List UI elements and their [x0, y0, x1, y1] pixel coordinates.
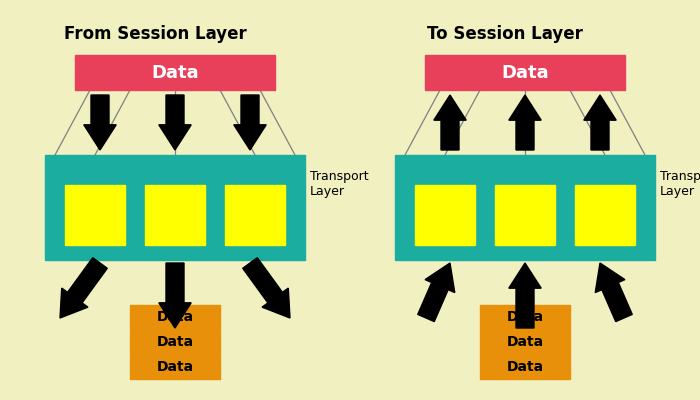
Text: Data: Data — [506, 310, 544, 324]
Polygon shape — [159, 95, 191, 150]
Text: Data: Data — [156, 310, 194, 324]
Text: Data: Data — [501, 64, 549, 82]
Text: Data: Data — [156, 335, 194, 349]
Bar — [145, 185, 205, 245]
Bar — [575, 185, 635, 245]
Polygon shape — [509, 95, 541, 150]
Bar — [65, 185, 125, 245]
Bar — [130, 355, 220, 379]
Text: Transport
Layer: Transport Layer — [310, 170, 369, 198]
Text: Transport
Layer: Transport Layer — [660, 170, 700, 198]
Polygon shape — [159, 263, 191, 328]
Bar — [425, 55, 625, 90]
Bar — [480, 305, 570, 329]
Bar — [480, 355, 570, 379]
Text: From Session Layer: From Session Layer — [64, 25, 246, 43]
Polygon shape — [60, 258, 107, 318]
Bar — [495, 185, 555, 245]
Polygon shape — [234, 95, 266, 150]
Bar — [480, 330, 570, 354]
Polygon shape — [434, 95, 466, 150]
Bar — [45, 155, 305, 260]
Bar — [130, 330, 220, 354]
Text: Data: Data — [156, 360, 194, 374]
Bar — [395, 155, 655, 260]
Bar — [415, 185, 475, 245]
Bar — [130, 305, 220, 329]
Polygon shape — [584, 95, 616, 150]
Text: Data: Data — [506, 360, 544, 374]
Text: Data: Data — [151, 64, 199, 82]
Polygon shape — [509, 263, 541, 328]
Polygon shape — [243, 258, 290, 318]
Bar — [225, 185, 285, 245]
Polygon shape — [418, 263, 455, 322]
Text: To Session Layer: To Session Layer — [427, 25, 583, 43]
Text: Data: Data — [506, 335, 544, 349]
Polygon shape — [595, 263, 632, 322]
Bar — [75, 55, 275, 90]
Polygon shape — [84, 95, 116, 150]
